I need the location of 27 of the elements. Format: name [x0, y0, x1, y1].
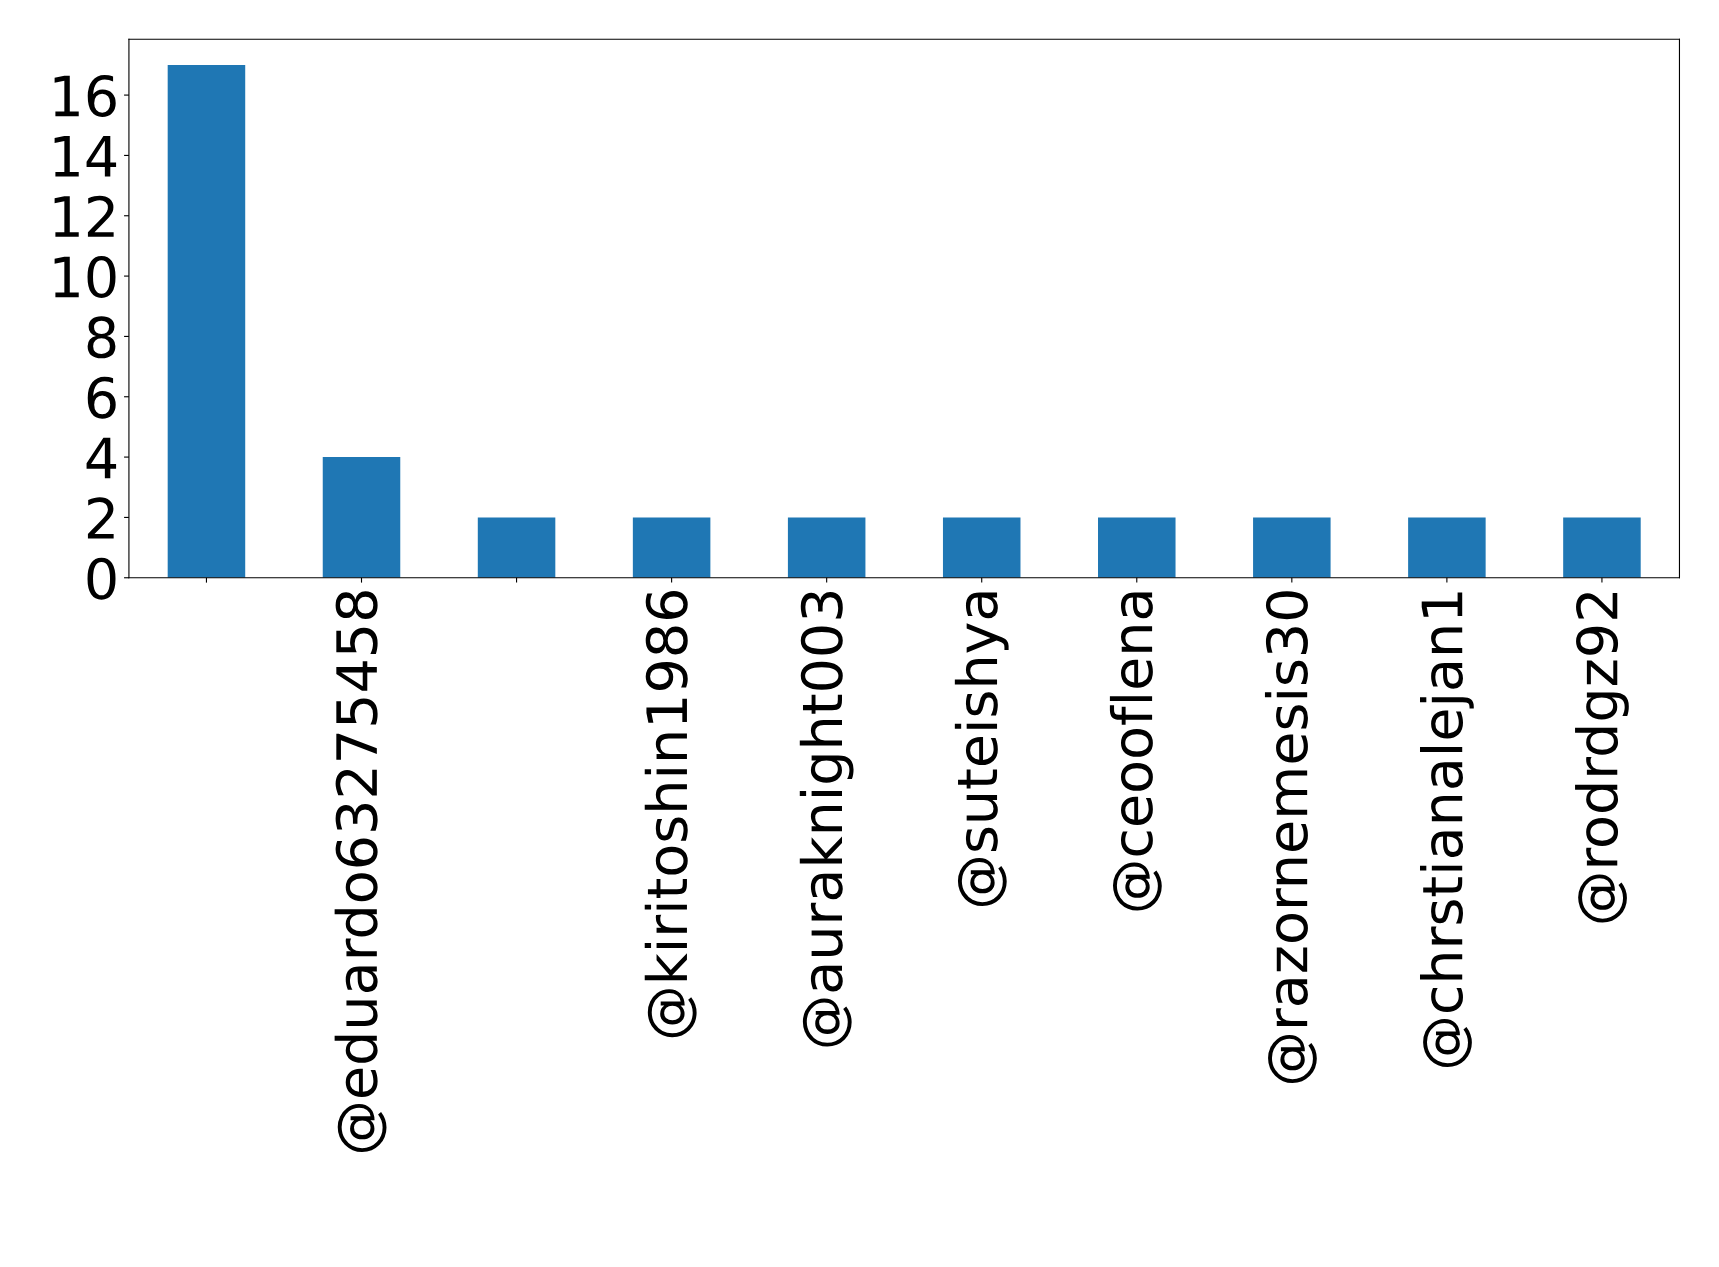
bar	[942, 517, 1021, 578]
bar	[632, 517, 711, 578]
y-tick-label: 8	[87, 316, 116, 359]
x-tick-label: @kiritoshin1986	[644, 590, 697, 1038]
bar	[477, 517, 556, 578]
x-tick-label: @razornemesis30	[1264, 591, 1317, 1083]
bar	[1098, 517, 1176, 578]
x-tick-label: @ceooflena	[1109, 592, 1162, 911]
x-tick-label: @auraknight003	[799, 591, 854, 1047]
x-tick-label: @rodrdgz92	[1575, 593, 1629, 923]
x-tick-label: @chrstianalejan1	[1420, 592, 1474, 1068]
bar	[1253, 517, 1331, 578]
y-tick-label: 6	[87, 376, 116, 419]
y-tick-label: 12	[54, 195, 114, 237]
bar	[1408, 517, 1486, 578]
bar	[1563, 517, 1641, 578]
y-tick-label: 10	[54, 255, 116, 298]
bar	[322, 457, 401, 578]
y-tick-label: 16	[54, 74, 116, 117]
bar	[787, 517, 866, 578]
bar	[167, 64, 246, 578]
x-tick-label: @suteishya	[954, 592, 1009, 906]
y-tick-label: 2	[87, 497, 114, 539]
x-tick-label: @eduardo63275458	[334, 591, 387, 1152]
y-tick-label: 4	[86, 437, 117, 479]
y-tick-label: 14	[54, 136, 117, 177]
y-tick-label: 0	[87, 557, 116, 600]
